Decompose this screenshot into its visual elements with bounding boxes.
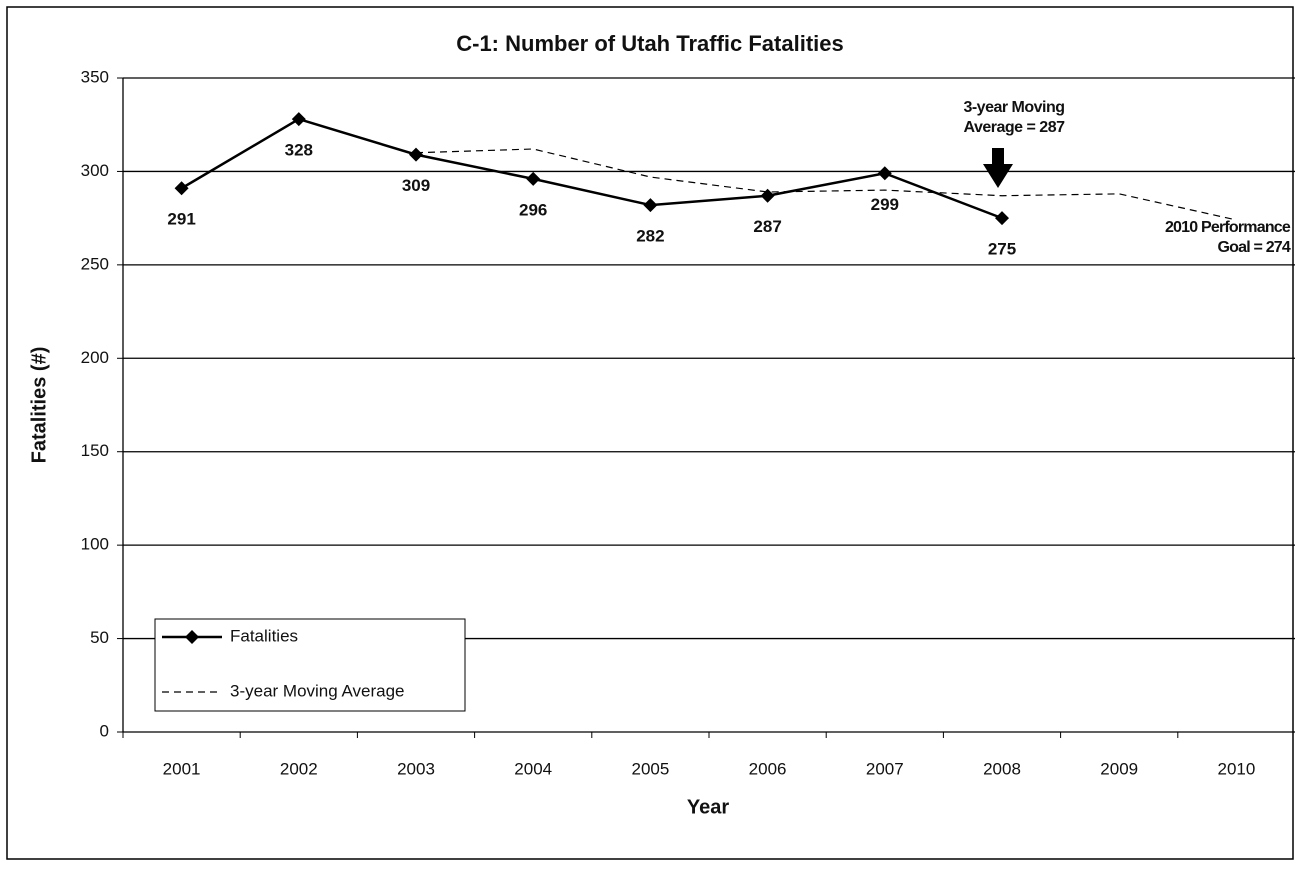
legend-label: Fatalities [230, 626, 298, 645]
x-tick-label: 2003 [397, 759, 435, 778]
legend-label: 3-year Moving Average [230, 681, 405, 700]
y-axis-label: Fatalities (#) [28, 347, 50, 464]
point-marker [760, 188, 775, 203]
x-tick-label: 2004 [514, 759, 552, 778]
annotation: 3-year Moving [963, 99, 1064, 116]
data-label: 287 [753, 217, 781, 236]
x-tick-label: 2005 [631, 759, 669, 778]
data-label: 282 [636, 227, 664, 246]
x-tick-label: 2010 [1217, 759, 1255, 778]
annotation: 2010 Performance [1165, 219, 1291, 236]
point-marker [877, 166, 892, 181]
y-tick-label: 50 [90, 628, 109, 647]
y-tick-label: 100 [81, 535, 109, 554]
y-tick-label: 0 [100, 721, 109, 740]
y-tick-label: 250 [81, 254, 109, 273]
y-tick-label: 150 [81, 441, 109, 460]
x-axis-label: Year [687, 796, 729, 818]
annotation: Goal = 274 [1218, 239, 1291, 256]
x-tick-label: 2002 [280, 759, 318, 778]
data-label: 299 [871, 195, 899, 214]
annotation-arrow [983, 148, 1013, 188]
point-marker [291, 112, 306, 127]
y-tick-label: 200 [81, 348, 109, 367]
point-marker [409, 147, 423, 162]
point-marker [174, 181, 189, 196]
x-tick-label: 2006 [749, 759, 787, 778]
data-label: 275 [988, 240, 1016, 259]
series-line [415, 148, 1237, 221]
x-tick-label: 2009 [1100, 759, 1138, 778]
annotation: Average = 287 [964, 119, 1066, 136]
x-tick-label: 2001 [163, 759, 201, 778]
y-tick-label: 300 [81, 161, 109, 180]
legend: Fatalities 3-year Moving Average [154, 618, 466, 712]
legend-box [154, 618, 466, 712]
point-marker [643, 198, 658, 213]
data-label: 309 [402, 176, 430, 195]
x-tick-label: 2008 [983, 759, 1021, 778]
chart-border [6, 6, 1294, 860]
legend-marker [185, 630, 199, 644]
x-tick-label: 2007 [866, 759, 904, 778]
data-label: 296 [519, 200, 547, 219]
data-label: 328 [285, 141, 313, 160]
y-tick-label: 350 [81, 67, 109, 86]
point-marker [526, 171, 541, 186]
data-label: 291 [167, 210, 195, 229]
chart-title: C-1: Number of Utah Traffic Fatalities [456, 31, 844, 56]
point-marker [995, 211, 1009, 226]
series-line [180, 117, 1003, 220]
